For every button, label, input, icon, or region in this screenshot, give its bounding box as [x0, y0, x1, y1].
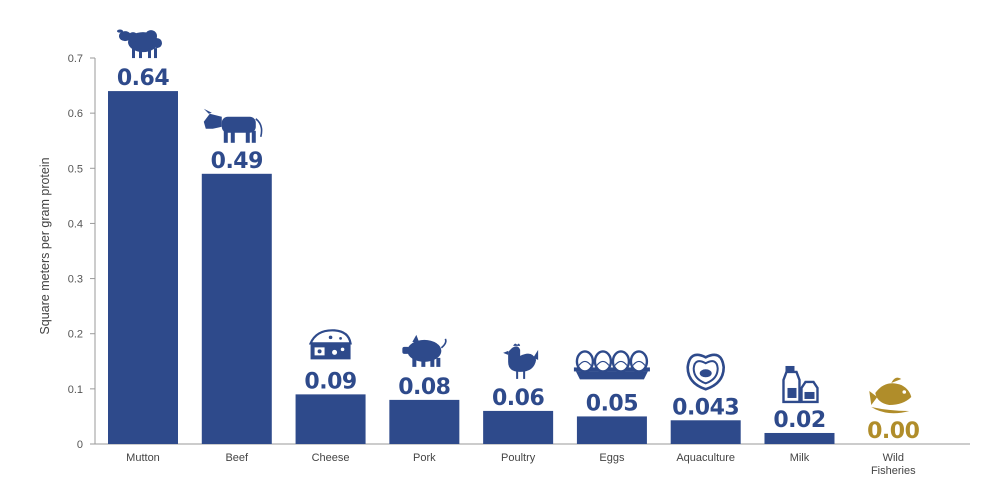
bar-cheese [295, 394, 366, 444]
bar-eggs [576, 416, 647, 444]
value-label: 0.00 [867, 419, 919, 444]
y-tick-label: 0.5 [68, 163, 83, 175]
bar-beef [201, 173, 272, 445]
y-tick-label: 0.4 [68, 218, 83, 230]
y-tick-label: 0.3 [68, 274, 83, 286]
x-axis: Mutton Beef Cheese Pork Poultry Eggs Aquacultu… [95, 443, 970, 477]
bar-mutton [108, 91, 178, 444]
sheep-icon [117, 29, 162, 59]
eggs-icon [573, 350, 650, 380]
bars-group: 0.64 0.49 0.09 0.08 0.06 0.05 0.043 0.02 0.00 [108, 29, 920, 445]
cheese-icon [308, 329, 352, 360]
x-tick-label: Eggs [599, 452, 625, 464]
cow-icon [203, 108, 263, 143]
value-label: 0.043 [672, 395, 739, 420]
x-tick-label: Milk [790, 452, 810, 464]
y-tick-label: 0.6 [68, 108, 83, 120]
value-label: 0.08 [398, 375, 450, 400]
bar-aquaculture [670, 420, 741, 444]
y-tick-label: 0.1 [68, 384, 83, 396]
value-label: 0.49 [211, 149, 263, 174]
y-axis-label: Square meters per gram protein [38, 157, 52, 334]
x-tick-label: Mutton [126, 452, 160, 464]
value-label: 0.06 [492, 386, 544, 411]
milk-carton-icon [782, 365, 819, 404]
fish-icon [869, 377, 912, 414]
oyster-icon [686, 353, 726, 391]
x-tick-label: Poultry [501, 452, 536, 464]
y-axis: 0 0.1 0.2 0.3 0.4 0.5 0.6 0.7 [68, 53, 96, 451]
value-label: 0.64 [117, 66, 169, 91]
value-label: 0.05 [586, 391, 638, 416]
x-tick-label: Wild Fisheries [871, 452, 916, 477]
bar-poultry [483, 410, 554, 444]
bar-pork [389, 399, 460, 444]
y-tick-label: 0 [77, 439, 83, 451]
chicken-icon [503, 343, 539, 379]
y-tick-label: 0.7 [68, 53, 83, 65]
x-tick-label: Aquaculture [676, 452, 735, 464]
x-tick-label: Cheese [312, 452, 350, 464]
x-tick-label: Beef [225, 452, 249, 464]
y-tick-label: 0.2 [68, 329, 83, 341]
value-label: 0.09 [304, 369, 356, 394]
pig-icon [402, 334, 447, 367]
x-tick-label: Pork [413, 452, 436, 464]
value-label: 0.02 [773, 408, 825, 433]
bar-milk [764, 432, 835, 444]
